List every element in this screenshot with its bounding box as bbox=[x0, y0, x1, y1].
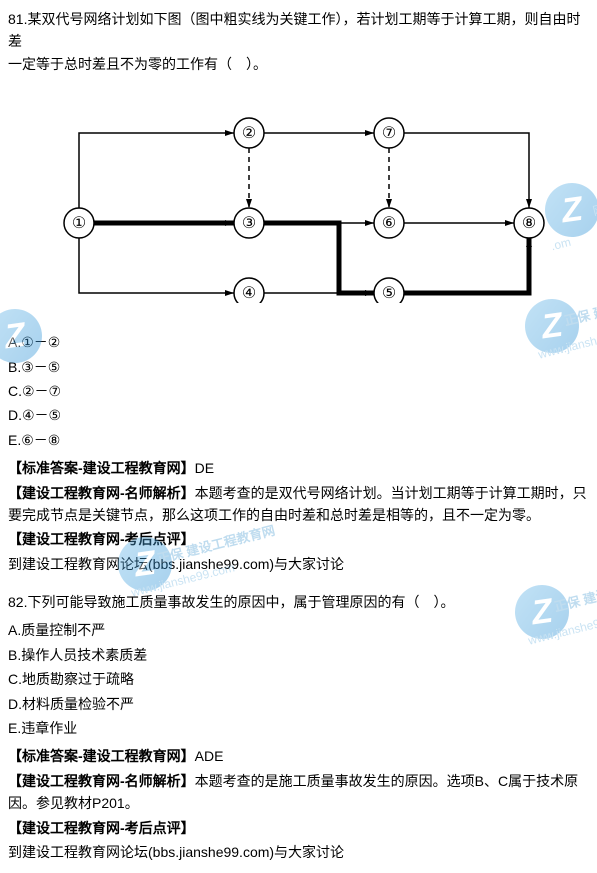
q82-stem: 82.下列可能导致施工质量事故发生的原因中，属于管理原因的有（ ）。 bbox=[8, 591, 589, 613]
watermark-brand: 正保 建设工程教育网 bbox=[562, 283, 597, 332]
svg-text:③: ③ bbox=[241, 215, 255, 232]
q81-options: A.①－② B.③－⑤ C.②－⑦ D.④－⑤ E.⑥－⑧ bbox=[8, 331, 589, 451]
q82-analysis-label: 【建设工程教育网-名师解析】 bbox=[8, 773, 195, 789]
q82-options: A.质量控制不严 B.操作人员技术素质差 C.地质勘察过于疏略 D.材料质量检验… bbox=[8, 619, 589, 739]
q81-stem-line1: 81.某双代号网络计划如下图（图中粗实线为关键工作），若计划工期等于计算工期，则… bbox=[8, 11, 580, 49]
q81-option-b: B.③－⑤ bbox=[8, 356, 589, 378]
q81-answer-line: 【标准答案-建设工程教育网】DE bbox=[8, 457, 589, 479]
q81-stem-line2: 一定等于总时差且不为零的工作有（ ）。 bbox=[8, 56, 267, 72]
q82-review-text: 到建设工程教育网论坛(bbs.jianshe99.com)与大家讨论 bbox=[8, 841, 589, 863]
svg-text:⑦: ⑦ bbox=[381, 125, 395, 142]
network-diagram: ① ② ③ ④ ⑤ ⑥ ⑦ ⑧ bbox=[39, 93, 559, 303]
q81-review-text: 到建设工程教育网论坛(bbs.jianshe99.com)与大家讨论 bbox=[8, 553, 589, 575]
q82-review-label: 【建设工程教育网-考后点评】 bbox=[8, 817, 589, 839]
q82-option-c: C.地质勘察过于疏略 bbox=[8, 668, 589, 690]
q82-answer-value: ADE bbox=[195, 748, 224, 764]
q81-option-c: C.②－⑦ bbox=[8, 380, 589, 402]
q81-analysis-line: 【建设工程教育网-名师解析】本题考查的是双代号网络计划。当计划工期等于计算工期时… bbox=[8, 482, 589, 527]
svg-text:⑤: ⑤ bbox=[381, 285, 395, 302]
q81-answer-block: 【标准答案-建设工程教育网】DE 【建设工程教育网-名师解析】本题考查的是双代号… bbox=[8, 457, 589, 575]
watermark-z: Z bbox=[558, 182, 586, 239]
q81-answer-label: 【标准答案-建设工程教育网】 bbox=[8, 460, 195, 476]
svg-text:⑥: ⑥ bbox=[381, 215, 395, 232]
q81-option-a: A.①－② bbox=[8, 331, 589, 353]
svg-text:②: ② bbox=[241, 125, 255, 142]
svg-text:①: ① bbox=[71, 215, 85, 232]
q81-option-d: D.④－⑤ bbox=[8, 404, 589, 426]
q81-review-label: 【建设工程教育网-考后点评】 bbox=[8, 528, 589, 550]
q82-option-e: E.违章作业 bbox=[8, 717, 589, 739]
q82-option-d: D.材料质量检验不严 bbox=[8, 693, 589, 715]
q81-analysis-label: 【建设工程教育网-名师解析】 bbox=[8, 485, 195, 501]
q82-option-a: A.质量控制不严 bbox=[8, 619, 589, 641]
q82-answer-line: 【标准答案-建设工程教育网】ADE bbox=[8, 745, 589, 767]
q82-answer-block: 【标准答案-建设工程教育网】ADE 【建设工程教育网-名师解析】本题考查的是施工… bbox=[8, 745, 589, 863]
q81-answer-value: DE bbox=[195, 460, 214, 476]
q81-option-e: E.⑥－⑧ bbox=[8, 429, 589, 451]
svg-text:④: ④ bbox=[241, 285, 255, 302]
q81-diagram-container: ①②③④⑤⑥⑦⑧ Z 网 .om Z 正保 建设工程教育网 www.jiansh… bbox=[8, 93, 589, 303]
q82-option-b: B.操作人员技术素质差 bbox=[8, 644, 589, 666]
svg-text:⑧: ⑧ bbox=[521, 215, 535, 232]
q81-stem: 81.某双代号网络计划如下图（图中粗实线为关键工作），若计划工期等于计算工期，则… bbox=[8, 8, 589, 75]
watermark-net: 网 bbox=[591, 200, 597, 222]
q82-answer-label: 【标准答案-建设工程教育网】 bbox=[8, 748, 195, 764]
